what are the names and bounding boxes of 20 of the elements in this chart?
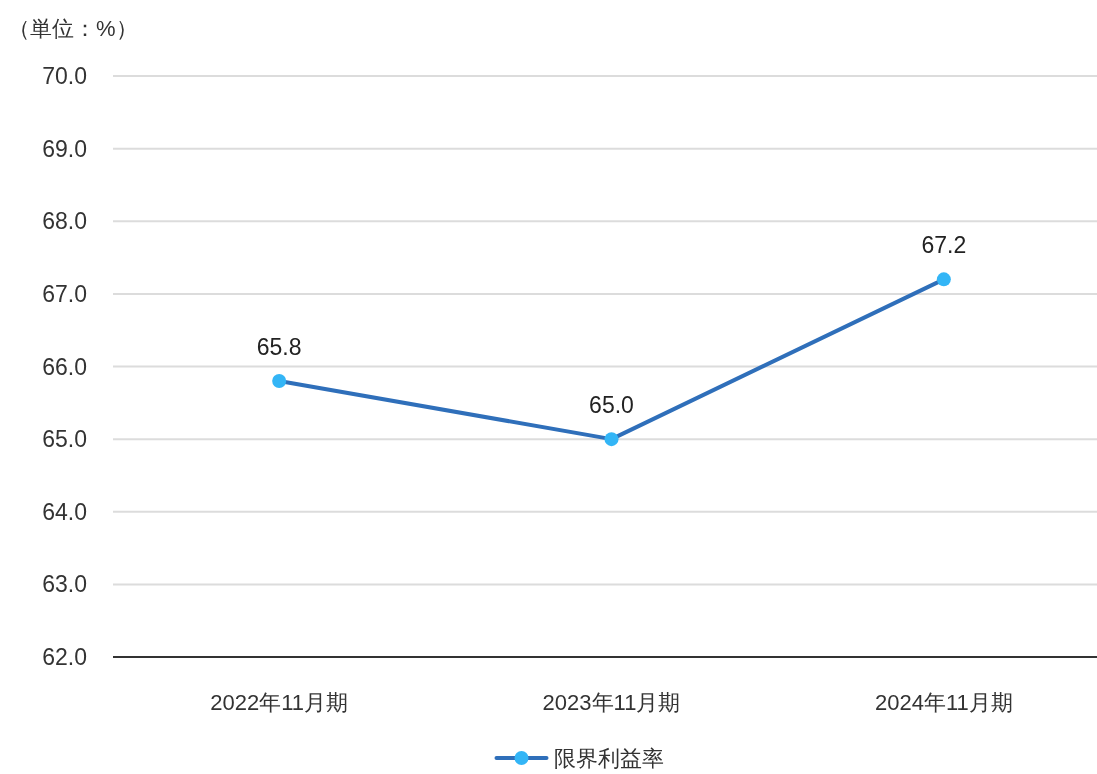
y-tick-label: 62.0	[42, 644, 87, 670]
y-tick-label: 67.0	[42, 280, 87, 307]
point	[936, 272, 951, 287]
y-tick-label: 66.0	[42, 353, 87, 380]
x-tick-label: 2024年11月期	[874, 690, 1013, 715]
data-label: 65.0	[589, 392, 634, 419]
data-label: 65.8	[256, 334, 302, 361]
point	[272, 374, 287, 389]
y-tick-label: 65.0	[42, 426, 87, 453]
y-tick-label: 70.0	[42, 63, 87, 89]
point	[604, 432, 619, 447]
y-tick-label: 63.0	[42, 571, 87, 598]
y-tick-label: 64.0	[42, 498, 87, 525]
legend-label: 限界利益率	[553, 746, 664, 771]
y-tick-label: 68.0	[42, 208, 87, 235]
data-label: 67.2	[921, 232, 967, 259]
x-tick-label: 2022年11月期	[210, 690, 349, 715]
y-tick-label: 69.0	[42, 135, 87, 162]
x-tick-label: 2023年11月期	[542, 690, 681, 715]
y-axis-title: （単位：%）	[8, 16, 138, 41]
